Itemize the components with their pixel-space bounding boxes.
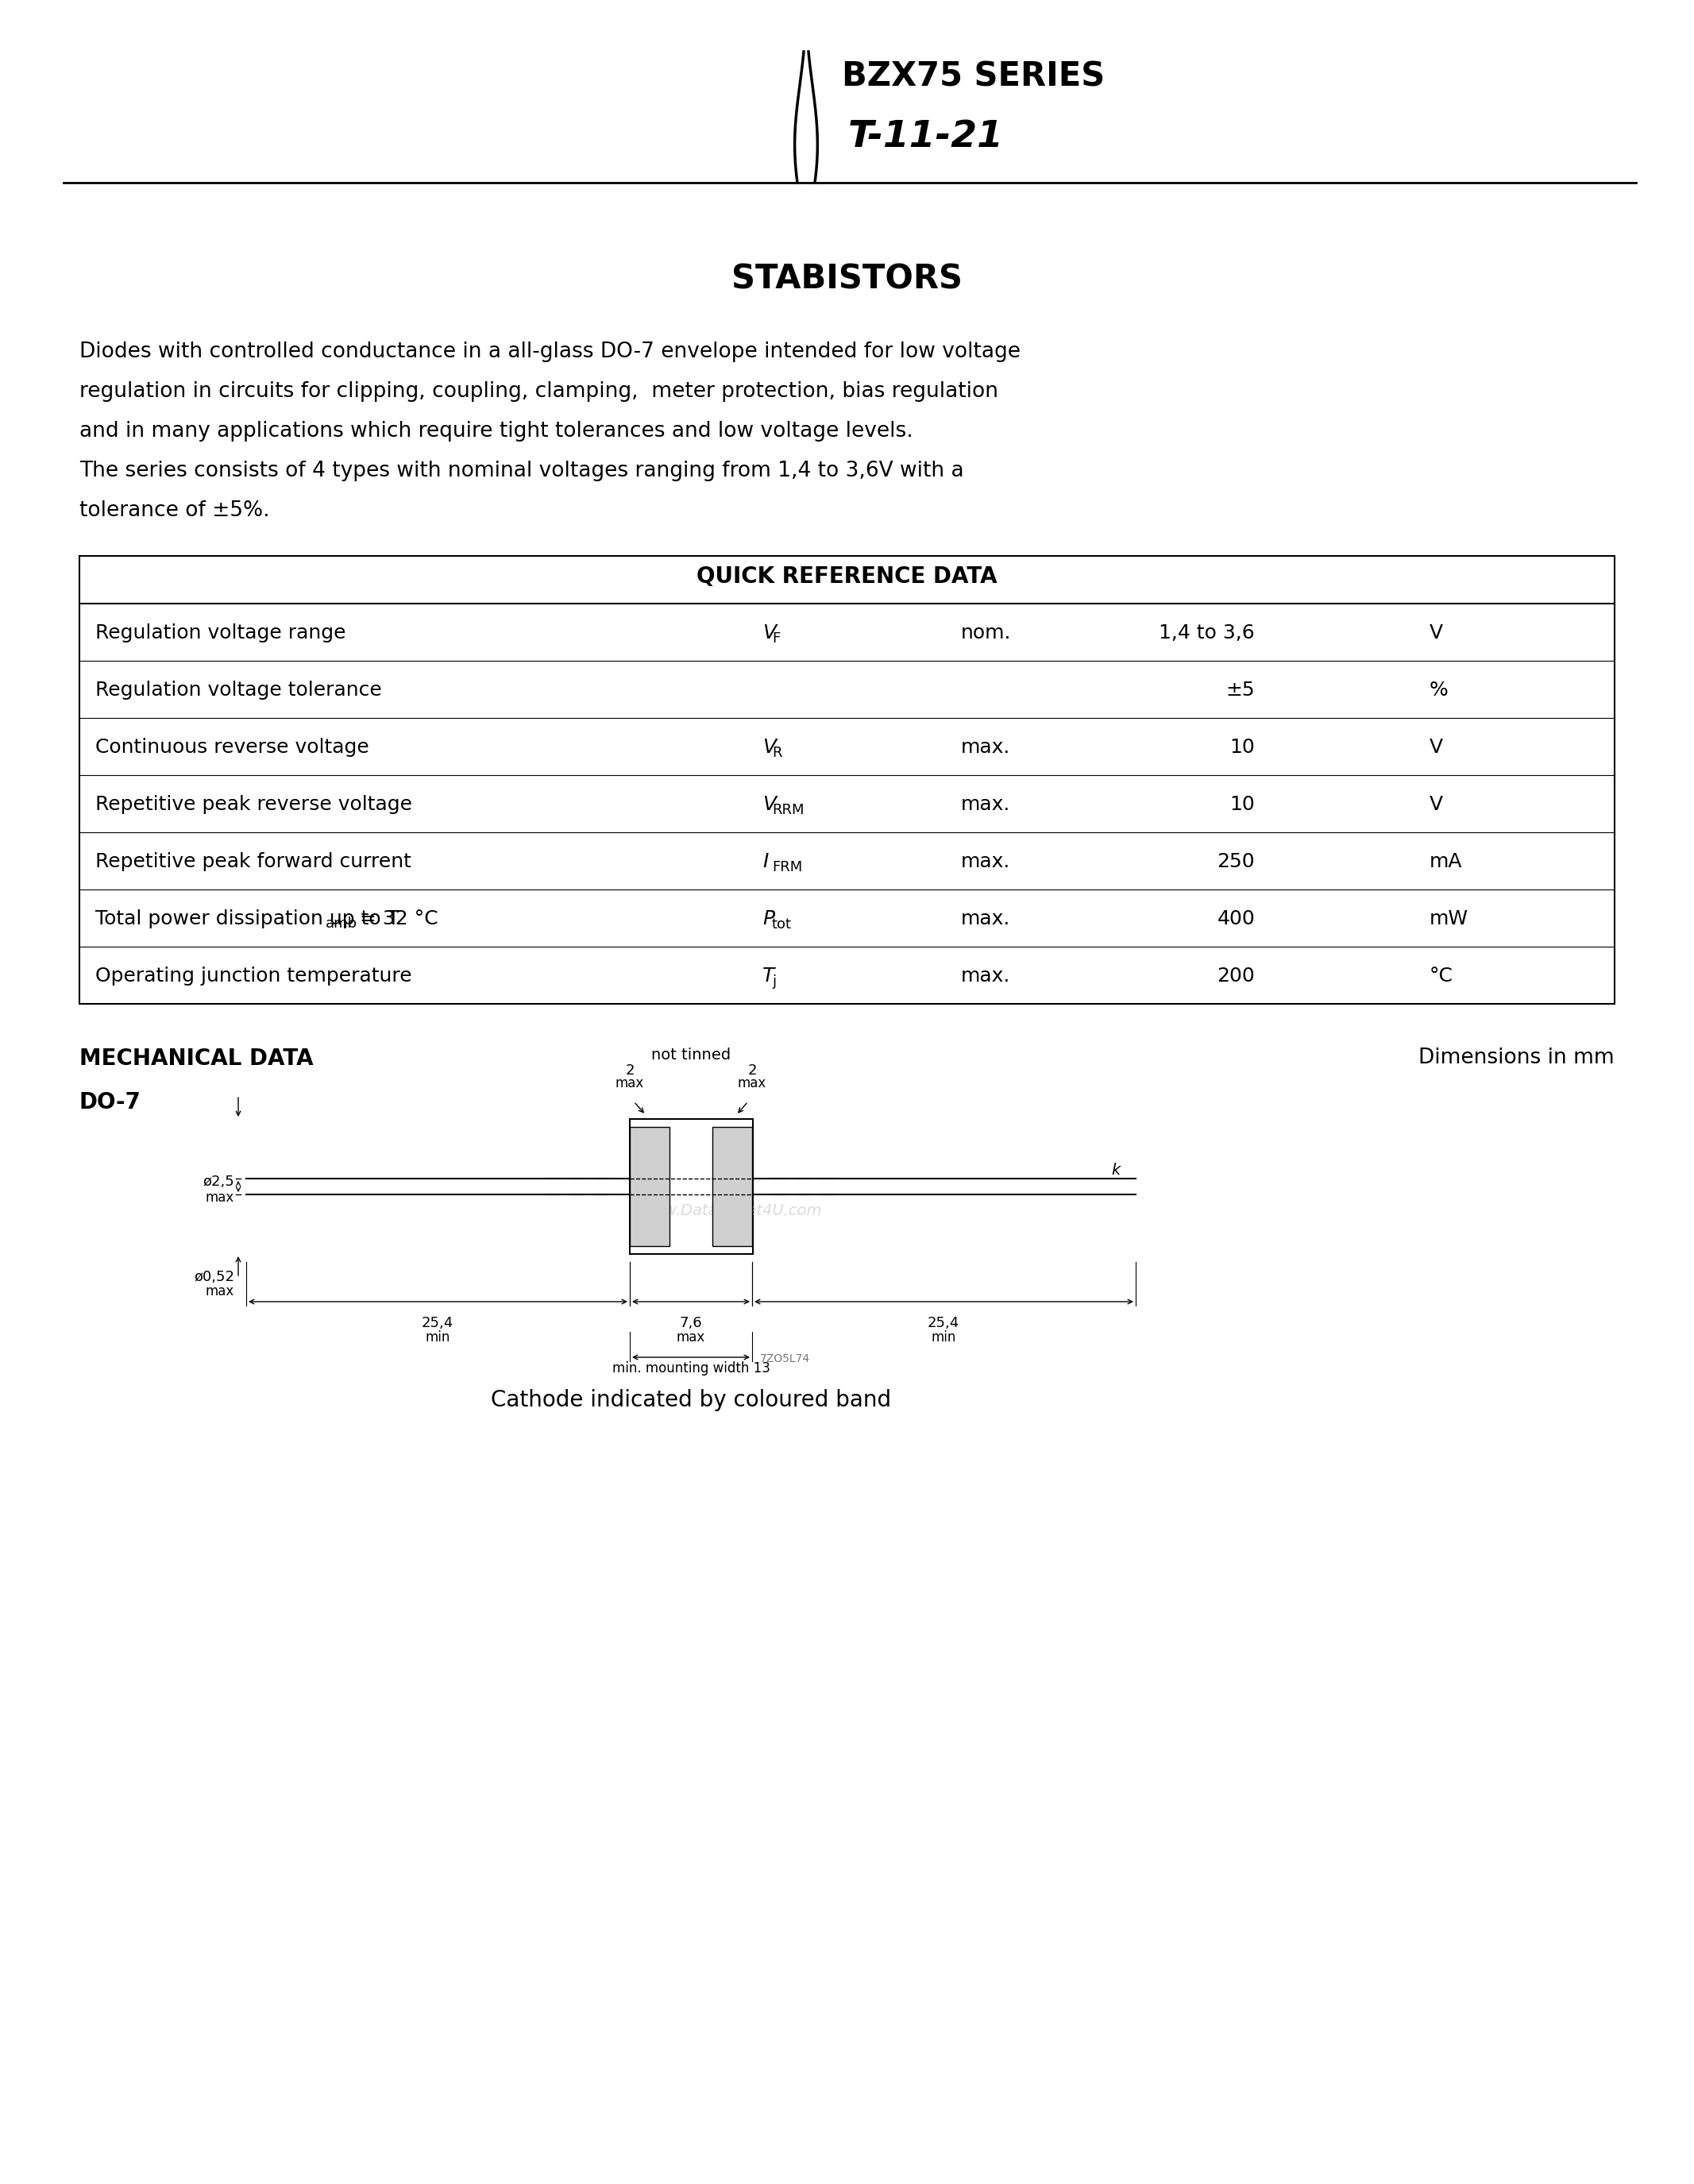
Text: amb: amb	[325, 917, 357, 930]
Text: max: max	[676, 1330, 705, 1345]
Text: The series consists of 4 types with nominal voltages ranging from 1,4 to 3,6V wi: The series consists of 4 types with nomi…	[80, 461, 964, 480]
Text: V: V	[1430, 625, 1443, 642]
Text: FRM: FRM	[772, 860, 803, 876]
Text: V: V	[1430, 738, 1443, 758]
Text: Operating junction temperature: Operating junction temperature	[95, 968, 412, 985]
Text: T: T	[762, 968, 774, 985]
Text: and in many applications which require tight tolerances and low voltage levels.: and in many applications which require t…	[80, 422, 913, 441]
Text: 25,4: 25,4	[422, 1317, 454, 1330]
Text: = 32 °C: = 32 °C	[354, 911, 439, 928]
Text: V: V	[1430, 795, 1443, 815]
Text: min. mounting width 13: min. mounting width 13	[612, 1361, 769, 1376]
Text: RRM: RRM	[772, 804, 805, 817]
Text: Diodes with controlled conductance in a all-glass DO-7 envelope intended for low: Diodes with controlled conductance in a …	[80, 341, 1020, 363]
Text: Total power dissipation up to T: Total power dissipation up to T	[95, 911, 400, 928]
Text: www.DataSheet4U.com: www.DataSheet4U.com	[639, 1203, 822, 1219]
Text: max.: max.	[960, 911, 1011, 928]
Text: 2: 2	[625, 1064, 634, 1077]
Text: regulation in circuits for clipping, coupling, clamping,  meter protection, bias: regulation in circuits for clipping, cou…	[80, 382, 998, 402]
Text: 10: 10	[1230, 795, 1255, 815]
Text: 400: 400	[1216, 911, 1255, 928]
Text: k: k	[1111, 1162, 1120, 1177]
Text: max: max	[205, 1190, 234, 1206]
Text: 7,6: 7,6	[679, 1317, 703, 1330]
Text: V: V	[762, 738, 776, 758]
Text: Continuous reverse voltage: Continuous reverse voltage	[95, 738, 369, 758]
Text: nom.: nom.	[960, 625, 1011, 642]
Text: min: min	[425, 1330, 451, 1345]
Text: ø2,5: ø2,5	[203, 1175, 234, 1188]
Text: a: a	[645, 1184, 654, 1199]
Text: BZX75 SERIES: BZX75 SERIES	[842, 59, 1104, 94]
Text: 2: 2	[747, 1064, 757, 1077]
Text: Cathode indicated by coloured band: Cathode indicated by coloured band	[491, 1389, 891, 1411]
Text: mA: mA	[1430, 852, 1462, 871]
Text: 10: 10	[1230, 738, 1255, 758]
Text: Regulation voltage range: Regulation voltage range	[95, 625, 346, 642]
Text: STABISTORS: STABISTORS	[732, 262, 962, 295]
Text: V: V	[762, 625, 776, 642]
Text: j: j	[772, 974, 776, 989]
Bar	[630, 1118, 752, 1254]
Text: max.: max.	[960, 795, 1011, 815]
Text: 250: 250	[1216, 852, 1255, 871]
Text: P: P	[762, 911, 774, 928]
Text: max: max	[615, 1077, 644, 1090]
Text: min: min	[932, 1330, 955, 1345]
Text: 200: 200	[1216, 968, 1255, 985]
Text: 7ZO5L74: 7ZO5L74	[761, 1354, 810, 1365]
Text: DO-7: DO-7	[80, 1092, 141, 1114]
Text: mW: mW	[1430, 911, 1469, 928]
Text: not tinned: not tinned	[650, 1048, 730, 1064]
Text: max: max	[737, 1077, 766, 1090]
Text: ±5: ±5	[1226, 681, 1255, 701]
Text: MECHANICAL DATA: MECHANICAL DATA	[80, 1048, 313, 1070]
Bar	[713, 1127, 752, 1247]
Text: 25,4: 25,4	[928, 1317, 959, 1330]
Text: F: F	[772, 631, 781, 646]
Text: max.: max.	[960, 968, 1011, 985]
Text: ø0,52: ø0,52	[193, 1269, 234, 1284]
Text: R: R	[772, 747, 783, 760]
Text: Regulation voltage tolerance: Regulation voltage tolerance	[95, 681, 381, 701]
Text: tolerance of ±5%.: tolerance of ±5%.	[80, 500, 269, 522]
Text: I: I	[762, 852, 769, 871]
Text: max.: max.	[960, 852, 1011, 871]
Text: Repetitive peak reverse voltage: Repetitive peak reverse voltage	[95, 795, 412, 815]
Text: °C: °C	[1430, 968, 1453, 985]
Text: max: max	[205, 1284, 234, 1299]
Bar	[630, 1127, 669, 1247]
Text: 1,4 to 3,6: 1,4 to 3,6	[1159, 625, 1255, 642]
Text: %: %	[1430, 681, 1448, 701]
Bar	[80, 557, 1614, 1005]
Text: Repetitive peak forward current: Repetitive peak forward current	[95, 852, 412, 871]
Text: max.: max.	[960, 738, 1011, 758]
Text: T-11-21: T-11-21	[849, 120, 1005, 155]
Text: V: V	[762, 795, 776, 815]
Text: QUICK REFERENCE DATA: QUICK REFERENCE DATA	[696, 566, 998, 587]
Text: tot: tot	[772, 917, 791, 933]
Text: Dimensions in mm: Dimensions in mm	[1418, 1048, 1614, 1068]
